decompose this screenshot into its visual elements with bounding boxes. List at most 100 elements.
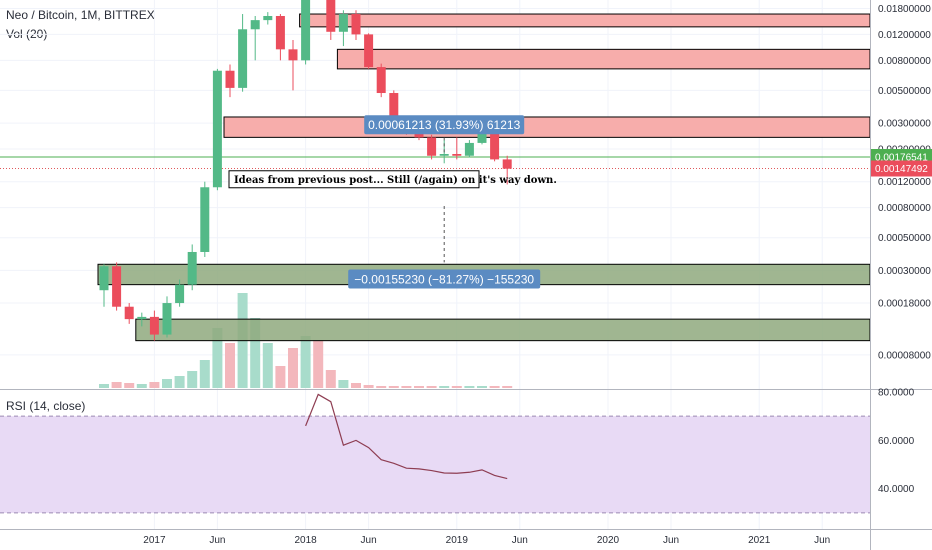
volume-bar: [401, 386, 412, 388]
candle-body: [351, 14, 361, 35]
volume-bar: [451, 386, 462, 388]
candle-body: [288, 49, 298, 61]
volume-bar: [99, 384, 109, 388]
candle-body: [326, 0, 336, 32]
annotations: Ideas from previous post... Still (/agai…: [228, 115, 557, 289]
candle-body: [225, 70, 235, 88]
volume-bar: [250, 318, 261, 388]
time-tick-label: 2020: [597, 535, 620, 546]
rsi-label: RSI (14, close): [6, 399, 86, 413]
candle-body: [112, 266, 122, 307]
supply-zone-1: [336, 48, 871, 70]
price-tick-label: 0.00120000: [878, 177, 931, 188]
measure-up-text: 0.00061213 (31.93%) 61213: [368, 118, 520, 132]
candle-body: [490, 132, 500, 160]
volume-bar: [111, 382, 122, 388]
candle-body: [389, 93, 399, 124]
time-tick-label: Jun: [512, 535, 528, 546]
measure-down-text: −0.00155230 (−81.27%) −155230: [354, 273, 534, 287]
rsi-tick-label: 80.0000: [878, 388, 915, 399]
candle-body: [364, 34, 374, 68]
volume-bar: [187, 371, 198, 388]
volume-bar: [262, 343, 273, 388]
volume-bar: [351, 383, 361, 388]
volume-bar: [363, 385, 374, 388]
candle-body: [427, 137, 437, 156]
rsi-tick-label: 60.0000: [878, 436, 915, 447]
volume-bar: [300, 336, 311, 388]
volume-bar: [162, 379, 172, 388]
candle-body: [200, 187, 210, 252]
time-tick-label: Jun: [361, 535, 377, 546]
time-tick-label: Jun: [814, 535, 830, 546]
candle-body: [212, 70, 222, 188]
candle-body: [301, 0, 311, 61]
price-tag-label: 0.00147492: [875, 164, 928, 175]
rsi-band-fill: [0, 416, 870, 513]
candle-body: [263, 15, 273, 21]
volume-bar: [225, 343, 235, 388]
price-tag-1: [871, 160, 932, 177]
time-tick-label: Jun: [663, 535, 679, 546]
volume-bar: [502, 386, 513, 388]
rsi-tick-label: 40.0000: [878, 484, 915, 495]
candle-body: [149, 316, 159, 335]
note-box[interactable]: [228, 170, 480, 189]
candle-body: [162, 303, 172, 335]
candle-body: [452, 154, 462, 156]
price-tick-label: 0.00080000: [878, 203, 931, 214]
volume-bar: [275, 366, 286, 388]
level-lines: [0, 156, 870, 169]
volume-bar: [388, 386, 399, 388]
supply-zone-0: [299, 13, 871, 28]
price-tick-label: 0.00018000: [878, 299, 931, 310]
volume-bar: [136, 384, 147, 388]
candle-body: [175, 284, 185, 304]
price-tick-label: 0.00500000: [878, 86, 931, 97]
volume-bar: [124, 383, 135, 388]
volume-bar: [477, 386, 487, 388]
time-tick-label: 2017: [143, 535, 166, 546]
candle-body: [376, 67, 386, 94]
price-tick-label: 0.00800000: [878, 56, 931, 67]
rsi-line: [305, 393, 508, 480]
price-tick-label: 0.00030000: [878, 266, 931, 277]
supply-zone-2: [223, 116, 871, 138]
price-tag-label: 0.00176541: [875, 152, 928, 163]
volume-bar: [149, 382, 160, 388]
chart-title: Neo / Bitcoin, 1M, BITTREX: [6, 8, 155, 22]
volume-bar: [426, 386, 437, 388]
candle-body: [187, 251, 197, 285]
volume-bar: [338, 380, 349, 388]
candle-body: [338, 14, 348, 32]
rsi-band: [0, 415, 870, 514]
price-tick-label: 0.00008000: [878, 350, 931, 361]
time-tick-label: 2021: [748, 535, 771, 546]
price-tick-label: 0.00050000: [878, 233, 931, 244]
demand-zone-4: [135, 318, 871, 342]
time-tick-label: 2019: [446, 535, 469, 546]
volume-bar: [199, 360, 210, 388]
candle-body: [238, 29, 248, 88]
note-text: Ideas from previous post... Still (/agai…: [234, 175, 557, 186]
volume-bar: [439, 386, 450, 388]
volume-bar: [212, 328, 223, 388]
candles: [99, 0, 512, 341]
volume-bar: [313, 340, 324, 388]
time-tick-label: Jun: [209, 535, 225, 546]
candle-body: [250, 20, 260, 30]
volume-bar: [464, 386, 475, 388]
candle-body: [439, 154, 449, 156]
candle-body: [464, 142, 474, 156]
rsi-polyline: [305, 393, 508, 480]
measure-up-box: [364, 115, 525, 135]
measure-down-box: [348, 269, 541, 289]
volume-bar: [288, 348, 298, 388]
candle-body: [477, 132, 487, 143]
candle-body: [99, 266, 109, 291]
price-tick-label: 0.01800000: [878, 4, 931, 15]
time-tick-label: 2018: [294, 535, 317, 546]
candle-body: [137, 316, 147, 320]
